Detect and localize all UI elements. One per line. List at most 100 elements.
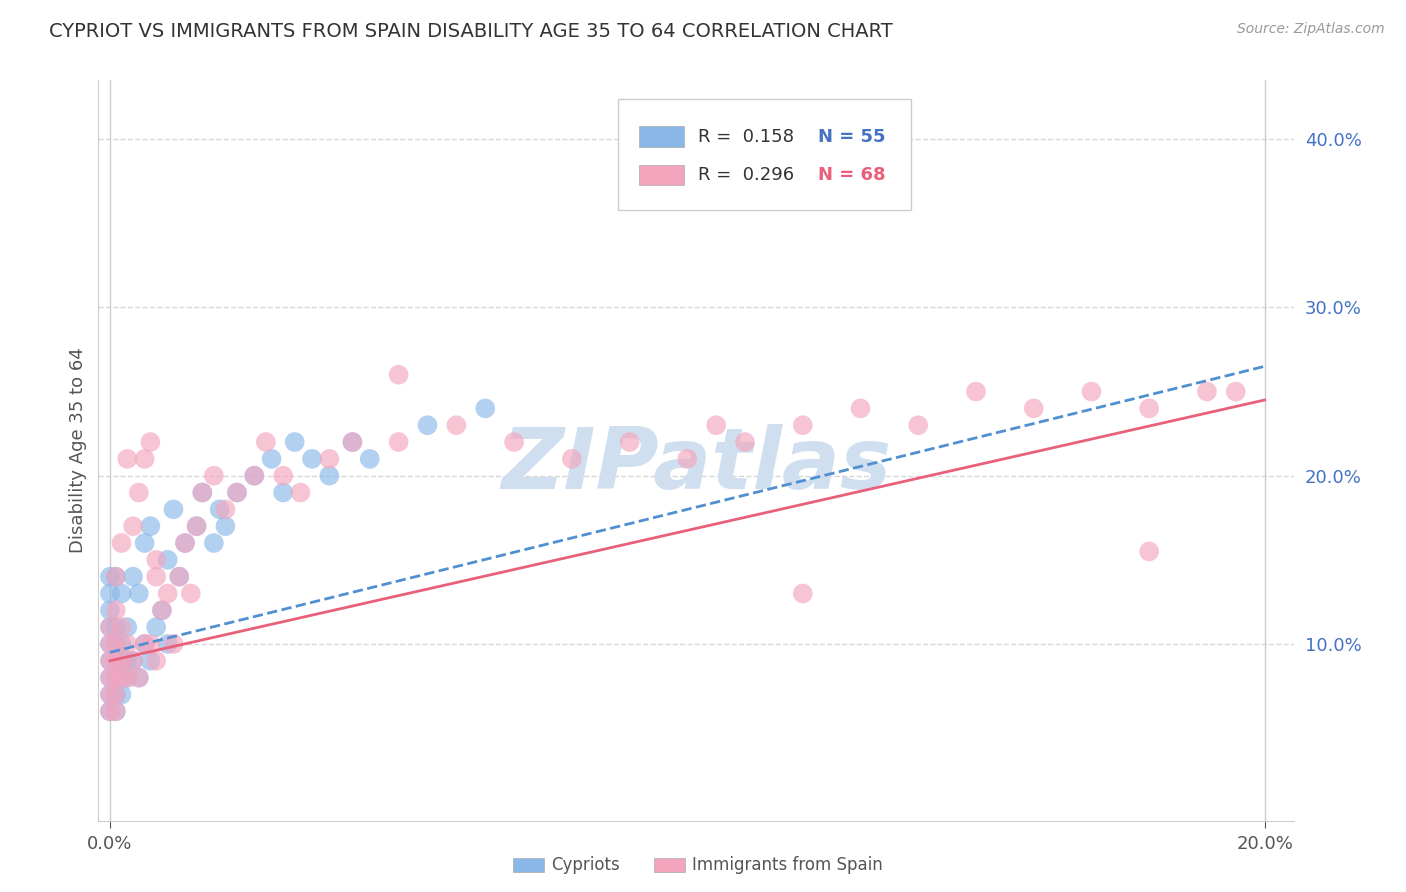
Point [98,654,121,668]
Point [318,451,340,466]
Point [134,637,156,651]
Y-axis label: Disability Age 35 to 64: Disability Age 35 to 64 [69,348,87,553]
Point [271,485,294,500]
Point [446,418,468,433]
Point [104,637,127,651]
Point [1137,544,1160,558]
Point [134,637,156,651]
Point [104,704,127,718]
Point [110,654,132,668]
Point [145,620,167,634]
Point [1137,401,1160,416]
Point [104,569,127,583]
Point [1225,384,1247,399]
Point [104,671,127,685]
Point [342,435,364,450]
Text: R =  0.158: R = 0.158 [699,128,794,145]
Point [156,586,179,600]
Point [139,435,162,450]
Point [139,637,162,651]
Point [122,654,145,668]
Point [284,435,307,450]
Text: Immigrants from Spain: Immigrants from Spain [692,856,883,874]
Text: Cypriots: Cypriots [551,856,620,874]
Point [117,637,139,651]
Point [128,586,150,600]
Point [98,654,121,668]
Point [110,671,132,685]
Point [98,620,121,634]
Point [128,671,150,685]
Point [110,536,132,550]
Point [503,435,526,450]
Point [122,519,145,533]
Point [145,553,167,567]
Point [849,401,872,416]
Point [260,451,283,466]
Point [134,536,156,550]
Point [243,468,266,483]
Point [128,485,150,500]
Point [104,620,127,634]
Point [208,502,231,516]
Text: CYPRIOT VS IMMIGRANTS FROM SPAIN DISABILITY AGE 35 TO 64 CORRELATION CHART: CYPRIOT VS IMMIGRANTS FROM SPAIN DISABIL… [49,22,893,41]
Point [792,418,814,433]
Point [110,620,132,634]
Point [110,671,132,685]
Point [139,519,162,533]
Point [359,451,381,466]
Point [117,671,139,685]
Point [98,620,121,634]
Point [117,671,139,685]
Point [388,368,411,382]
Point [167,569,190,583]
Point [145,569,167,583]
Point [226,485,249,500]
Point [180,586,202,600]
Point [186,519,208,533]
Point [104,704,127,718]
FancyBboxPatch shape [638,165,685,186]
Point [792,586,814,600]
Point [243,468,266,483]
Point [104,688,127,702]
Point [98,688,121,702]
Point [104,654,127,668]
Point [117,654,139,668]
Point [704,418,727,433]
Point [290,485,312,500]
Point [98,569,121,583]
Point [128,671,150,685]
Point [156,637,179,651]
Point [254,435,277,450]
Point [202,536,225,550]
Text: N = 55: N = 55 [818,128,886,145]
Point [619,435,641,450]
Point [174,536,197,550]
FancyBboxPatch shape [638,126,685,147]
Point [191,485,214,500]
Point [122,569,145,583]
Point [134,451,156,466]
Point [98,671,121,685]
Point [117,620,139,634]
FancyBboxPatch shape [619,99,911,210]
Point [110,586,132,600]
Point [301,451,323,466]
Point [162,502,184,516]
Point [104,654,127,668]
Point [104,569,127,583]
Point [271,468,294,483]
Point [110,688,132,702]
Point [117,451,139,466]
Point [676,451,699,466]
Point [191,485,214,500]
Point [150,603,173,617]
Point [139,654,162,668]
Point [98,637,121,651]
Point [342,435,364,450]
Text: R =  0.296: R = 0.296 [699,166,794,184]
Text: N = 68: N = 68 [818,166,886,184]
Text: ZIPatlas: ZIPatlas [501,424,891,507]
Point [965,384,987,399]
